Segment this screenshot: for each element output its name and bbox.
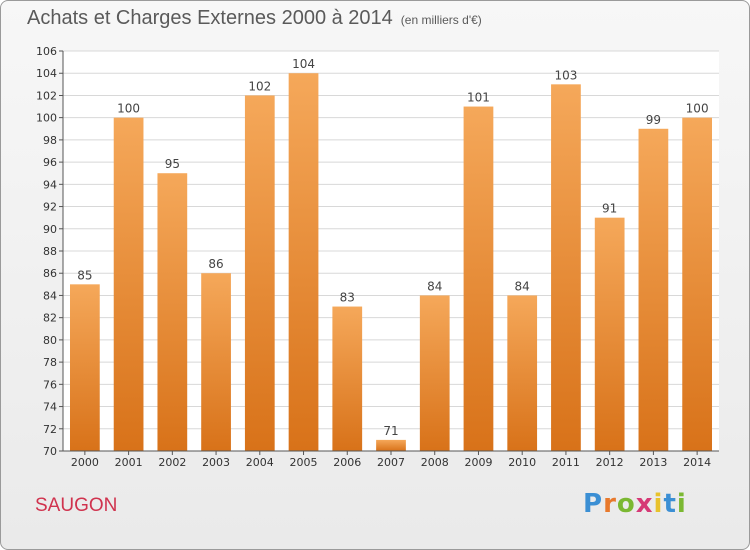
data-label: 95	[165, 157, 180, 171]
bar	[69, 284, 100, 451]
x-tick-label: 2003	[202, 456, 230, 469]
y-tick-label: 98	[43, 134, 57, 147]
axes: 70 72 74 76 78 80 82 84 86 88 90 92 94 96 98 100 102 104 1…	[36, 45, 719, 469]
bar	[157, 173, 188, 451]
data-label: 85	[77, 268, 92, 282]
x-tick-label: 2001	[115, 456, 143, 469]
logo-letter: P	[583, 489, 604, 519]
chart-title: Achats et Charges Externes 2000 à 2014 (e…	[27, 7, 482, 29]
bar	[682, 117, 713, 452]
bar	[332, 306, 363, 451]
data-label: 102	[248, 79, 271, 93]
x-tick-label: 2004	[246, 456, 274, 469]
bar	[376, 439, 406, 451]
x-tick-label: 2005	[290, 456, 318, 469]
data-label: 84	[515, 279, 530, 293]
data-label: 71	[383, 424, 398, 438]
logo-letter: r	[603, 489, 617, 519]
data-label: 100	[686, 102, 709, 116]
y-tick-label: 96	[43, 156, 57, 169]
bar	[288, 73, 319, 451]
x-tick-label: 2007	[377, 456, 405, 469]
logo-letter: i	[653, 489, 664, 519]
y-tick-label: 80	[43, 334, 57, 347]
x-tick-label: 2012	[596, 456, 624, 469]
x-tick-label: 2000	[71, 456, 99, 469]
logo-letter: i	[676, 489, 687, 519]
y-tick-label: 70	[43, 445, 57, 458]
y-tick-label: 88	[43, 245, 57, 258]
bar	[507, 295, 538, 451]
bar	[551, 84, 581, 451]
y-tick-label: 74	[43, 401, 57, 414]
x-tick-label: 2013	[639, 456, 667, 469]
y-tick-label: 100	[36, 112, 57, 125]
y-tick-label: 106	[36, 45, 57, 58]
y-tick-label: 104	[36, 67, 57, 80]
y-tick-label: 94	[43, 178, 57, 191]
commune-name: SAUGON	[35, 495, 118, 516]
x-tick-label: 2010	[508, 456, 536, 469]
data-label: 99	[646, 113, 661, 127]
bar	[113, 117, 144, 452]
bar	[463, 106, 494, 452]
y-tick-label: 72	[43, 423, 57, 436]
y-tick-label: 90	[43, 223, 57, 236]
data-label: 86	[208, 257, 223, 271]
x-tick-label: 2008	[421, 456, 449, 469]
x-tick-label: 2011	[552, 456, 580, 469]
logo-letter: t	[663, 489, 677, 519]
x-tick-label: 2009	[464, 456, 492, 469]
bar	[201, 273, 231, 451]
bar	[244, 95, 275, 451]
logo-letter: x	[635, 489, 654, 519]
y-tick-label: 84	[43, 289, 57, 302]
data-label: 91	[602, 202, 617, 216]
logo-letter: o	[616, 489, 636, 519]
y-tick-label: 78	[43, 356, 57, 369]
y-tick-label: 76	[43, 378, 57, 391]
bar	[594, 217, 625, 451]
data-label: 100	[117, 102, 140, 116]
bar	[419, 295, 450, 451]
data-label: 83	[340, 291, 355, 305]
y-tick-label: 92	[43, 201, 57, 214]
y-tick-label: 102	[36, 89, 57, 102]
y-tick-label: 82	[43, 312, 57, 325]
data-label: 101	[467, 91, 490, 105]
data-label: 104	[292, 57, 315, 71]
x-tick-label: 2006	[333, 456, 361, 469]
y-tick-label: 86	[43, 267, 57, 280]
x-tick-label: 2002	[158, 456, 186, 469]
chart-subtitle: (en milliers d'€)	[400, 13, 482, 27]
bars: 85 100 95 86 102 104 83 71 84 101 84 103 91 99 100	[69, 57, 713, 452]
bar	[638, 128, 669, 451]
proxiti-logo: Proxiti	[583, 489, 687, 519]
data-label: 103	[554, 68, 577, 82]
x-tick-label: 2014	[683, 456, 711, 469]
data-label: 84	[427, 279, 442, 293]
